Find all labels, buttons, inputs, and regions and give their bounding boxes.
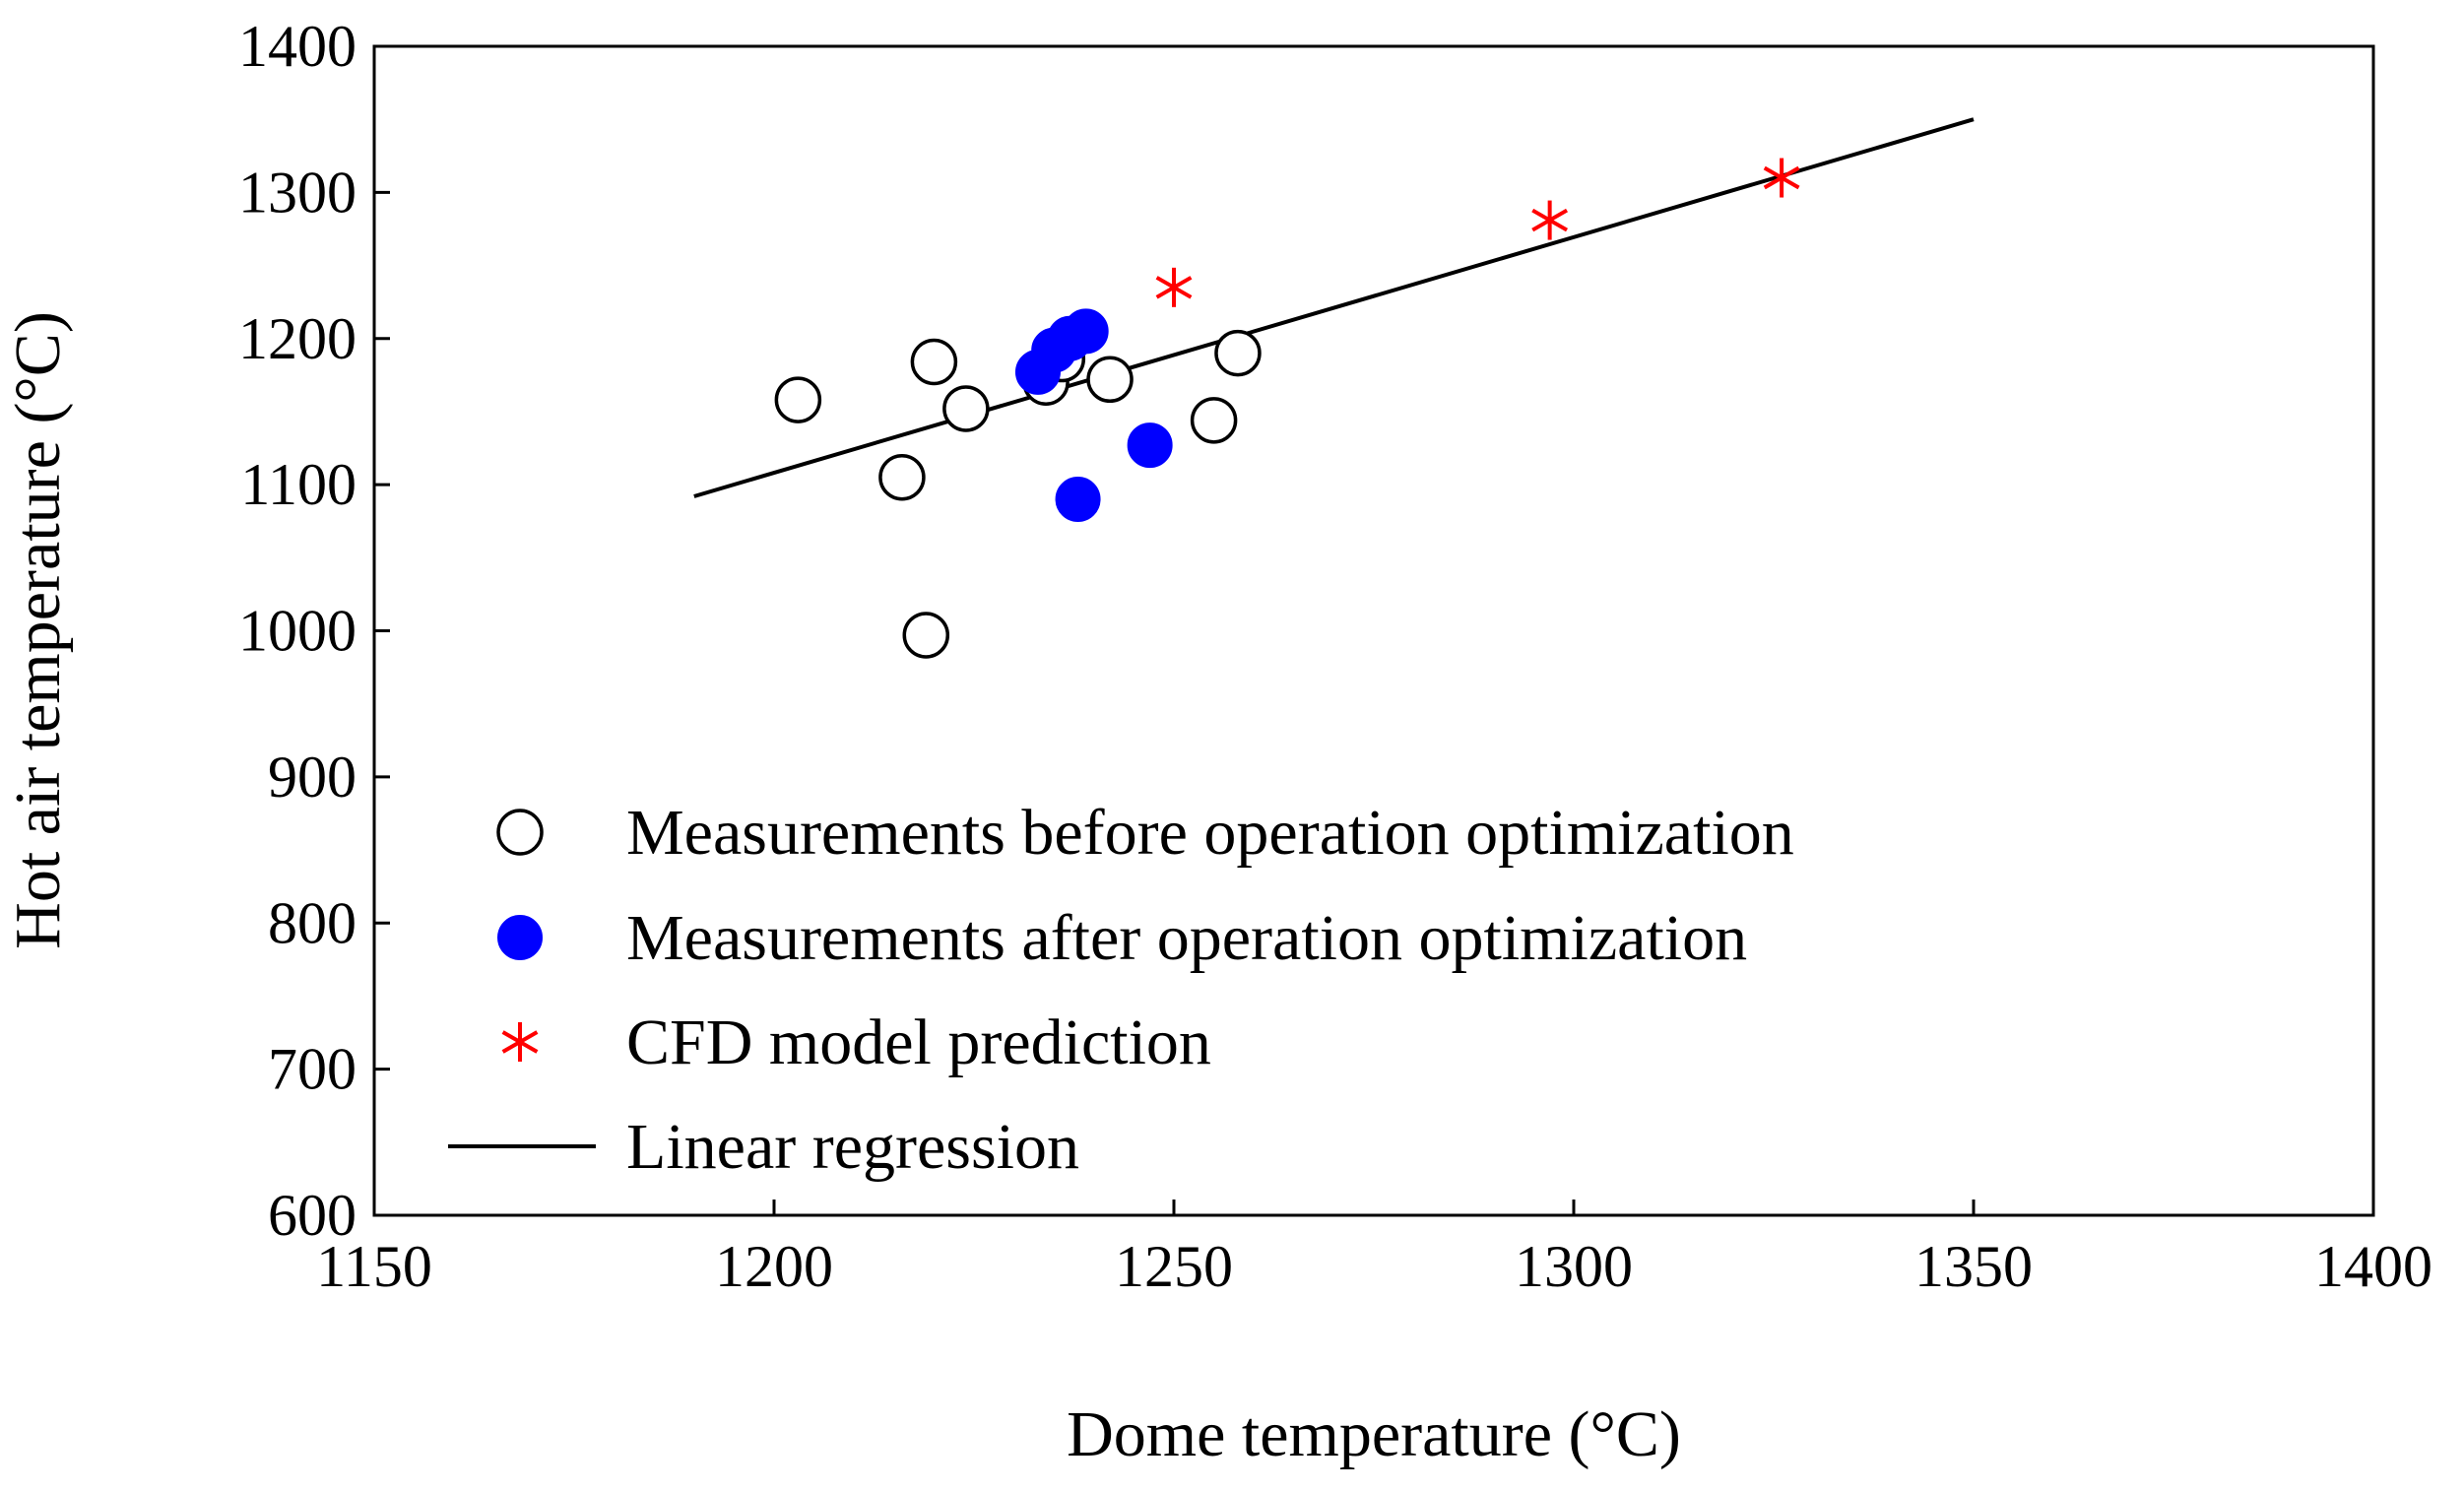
y-tick-label: 1000 xyxy=(238,599,357,664)
x-tick-label: 1300 xyxy=(1515,1234,1633,1299)
legend-label: Linear regression xyxy=(626,1111,1079,1183)
legend-marker xyxy=(497,915,543,960)
series-layer xyxy=(693,117,1975,659)
y-tick-label: 900 xyxy=(268,745,357,810)
series-1 xyxy=(774,329,1262,659)
regression-line xyxy=(693,117,1975,498)
legend-item: CFD model prediction xyxy=(501,1006,1211,1078)
data-point xyxy=(1063,308,1109,355)
legend-label: Measurements before operation optimizati… xyxy=(626,797,1794,869)
data-point xyxy=(942,385,990,432)
series-2 xyxy=(1014,308,1173,522)
y-tick-label: 1300 xyxy=(238,160,357,225)
series-3 xyxy=(1155,158,1800,307)
data-point xyxy=(1127,422,1173,469)
y-tick-label: 1200 xyxy=(238,306,357,371)
y-tick-label: 800 xyxy=(268,890,357,955)
x-axis-ticks: 1150 1200 1250 1300 1350 1400 xyxy=(316,1200,2432,1299)
y-tick-label: 1100 xyxy=(240,452,357,517)
data-point xyxy=(1055,476,1101,522)
data-point xyxy=(878,453,926,501)
data-point xyxy=(1086,356,1134,404)
data-point xyxy=(1531,200,1569,240)
data-point xyxy=(1214,329,1262,377)
y-tick-label: 1400 xyxy=(238,14,357,79)
data-point xyxy=(910,338,958,386)
data-point xyxy=(1155,267,1193,307)
y-tick-label: 700 xyxy=(268,1037,357,1102)
legend: Measurements before operation optimizati… xyxy=(448,797,1794,1183)
legend-label: Measurements after operation optimizatio… xyxy=(626,902,1747,974)
data-point xyxy=(902,612,950,659)
data-point xyxy=(1763,158,1800,198)
data-point xyxy=(774,376,822,423)
legend-label: CFD model prediction xyxy=(626,1006,1211,1078)
legend-marker xyxy=(501,1022,539,1062)
data-point xyxy=(1190,397,1238,444)
legend-item: Measurements after operation optimizatio… xyxy=(497,902,1747,974)
x-tick-label: 1400 xyxy=(2314,1234,2432,1299)
x-tick-label: 1150 xyxy=(316,1234,432,1299)
legend-marker xyxy=(496,809,544,856)
legend-item: Measurements before operation optimizati… xyxy=(496,797,1794,869)
x-tick-label: 1350 xyxy=(1914,1234,2033,1299)
y-tick-label: 600 xyxy=(268,1183,357,1248)
y-axis-ticks: 600 700 800 900 1000 1100 1200 1300 1400 xyxy=(238,14,390,1248)
x-tick-label: 1200 xyxy=(715,1234,833,1299)
x-axis-title: Dome temperature (°C) xyxy=(1067,1398,1681,1470)
x-tick-label: 1250 xyxy=(1115,1234,1233,1299)
y-axis-title: Hot air temperature (°C) xyxy=(2,311,74,949)
legend-item: Linear regression xyxy=(448,1111,1079,1183)
